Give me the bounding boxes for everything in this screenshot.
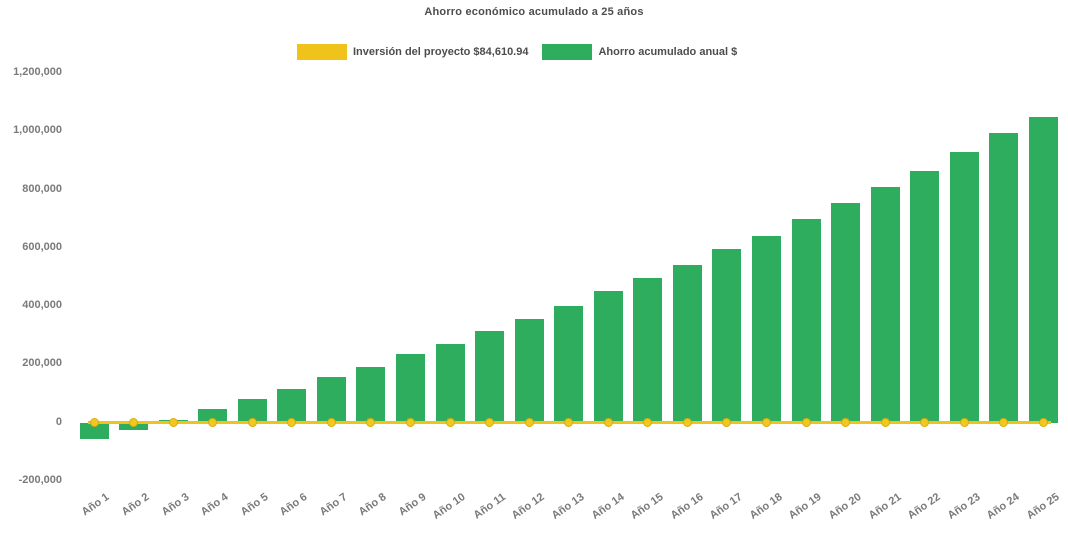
x-axis-label-año-22: Año 22 [905,491,943,522]
bar-año-20 [831,202,861,423]
bar-año-11 [475,330,505,423]
investment-line-marker [1038,418,1048,427]
chart-title: Ahorro económico acumulado a 25 años [424,6,644,18]
x-axis-label-año-1: Año 1 [79,491,112,519]
x-axis-label-año-20: Año 20 [826,491,864,522]
y-axis-tick-label: 600,000 [22,240,62,253]
bar-año-5 [237,399,267,423]
investment-line-marker [89,418,99,427]
x-axis-label-año-2: Año 2 [119,491,152,519]
bar-año-17 [712,249,742,423]
x-axis-label-año-12: Año 12 [510,491,548,522]
x-axis-label-año-13: Año 13 [549,491,587,522]
x-axis-label-año-14: Año 14 [589,491,627,522]
bar-año-13 [554,306,584,423]
investment-line-marker [643,418,653,427]
investment-line-marker [564,418,574,427]
bar-año-6 [277,389,307,423]
bar-año-21 [870,186,900,423]
investment-line-marker [762,418,772,427]
y-axis-tick-label: 1,200,000 [13,66,62,78]
x-axis-label-año-16: Año 16 [668,491,706,522]
x-axis-label-año-10: Año 10 [430,491,468,522]
x-axis-label-año-24: Año 24 [984,491,1022,522]
investment-line-marker [366,418,376,427]
x-axis-label-año-23: Año 23 [945,491,983,522]
y-axis-tick-label: 1,000,000 [13,124,62,137]
investment-line-marker [801,418,811,427]
x-axis-label-año-9: Año 9 [396,491,429,519]
bar-año-18 [752,236,782,423]
bar-año-8 [356,367,386,423]
bar-año-15 [633,278,663,423]
investment-line-marker [129,418,139,427]
investment-line-marker [287,418,297,427]
investment-line-marker [168,418,178,427]
x-axis-label-año-19: Año 19 [787,491,824,522]
bar-año-7 [316,377,346,423]
y-axis-tick-label: 200,000 [22,357,62,370]
investment-line-marker [999,418,1009,427]
x-axis-label-año-4: Año 4 [198,491,231,519]
bar-año-16 [672,265,702,423]
bar-año-22 [910,170,940,423]
legend-swatch-inversion [297,44,347,60]
investment-line-marker [682,418,692,427]
bar-año-10 [435,343,465,423]
x-axis-label-año-18: Año 18 [747,491,785,522]
x-axis-label-año-17: Año 17 [707,491,745,522]
investment-line-marker [485,418,495,427]
x-axis-label-año-11: Año 11 [471,491,508,522]
bar-año-23 [949,151,979,423]
bar-año-24 [989,132,1019,423]
bar-año-4 [198,409,228,423]
x-axis-label-año-8: Año 8 [356,491,389,519]
y-axis-tick-label: 0 [55,415,62,428]
bar-año-1 [79,422,109,439]
legend-label-ahorro: Ahorro acumulado anual $ [598,46,738,58]
legend-item-ahorro: Ahorro acumulado anual $ [542,44,737,60]
investment-line-marker [880,418,890,427]
x-axis-label-año-7: Año 7 [317,491,350,519]
x-axis-label-año-5: Año 5 [238,491,271,519]
legend-label-inversion: Inversión del proyecto $84,610.94 [353,46,529,58]
investment-line-marker [959,418,969,427]
y-axis-tick-label: -200,000 [18,473,62,486]
bar-año-19 [791,218,821,423]
x-axis-label-año-3: Año 3 [159,491,192,519]
investment-line-marker [445,418,455,427]
bar-año-25 [1028,116,1058,423]
investment-line-marker [326,418,336,427]
x-axis-label-año-15: Año 15 [628,491,666,522]
x-axis-label-año-25: Año 25 [1024,491,1062,522]
x-axis-label-año-6: Año 6 [277,491,310,519]
x-axis-label-año-21: Año 21 [866,491,904,522]
legend-swatch-ahorro [542,44,593,60]
investment-line-marker [920,418,930,427]
bar-año-14 [593,291,623,423]
investment-line-marker [524,418,534,427]
investment-line-marker [841,418,851,427]
y-axis-tick-label: 400,000 [22,299,62,311]
investment-line-marker [722,418,732,427]
chart-legend: Inversión del proyecto $84,610.94 Ahorro… [297,44,737,60]
legend-item-inversion: Inversión del proyecto $84,610.94 [297,44,528,60]
investment-line-marker [405,418,415,427]
bar-año-12 [514,319,544,423]
investment-line-marker [208,418,218,427]
bar-año-9 [395,354,425,423]
y-axis-tick-label: 800,000 [22,182,62,195]
investment-line-marker [603,418,613,427]
investment-line-marker [247,418,257,427]
